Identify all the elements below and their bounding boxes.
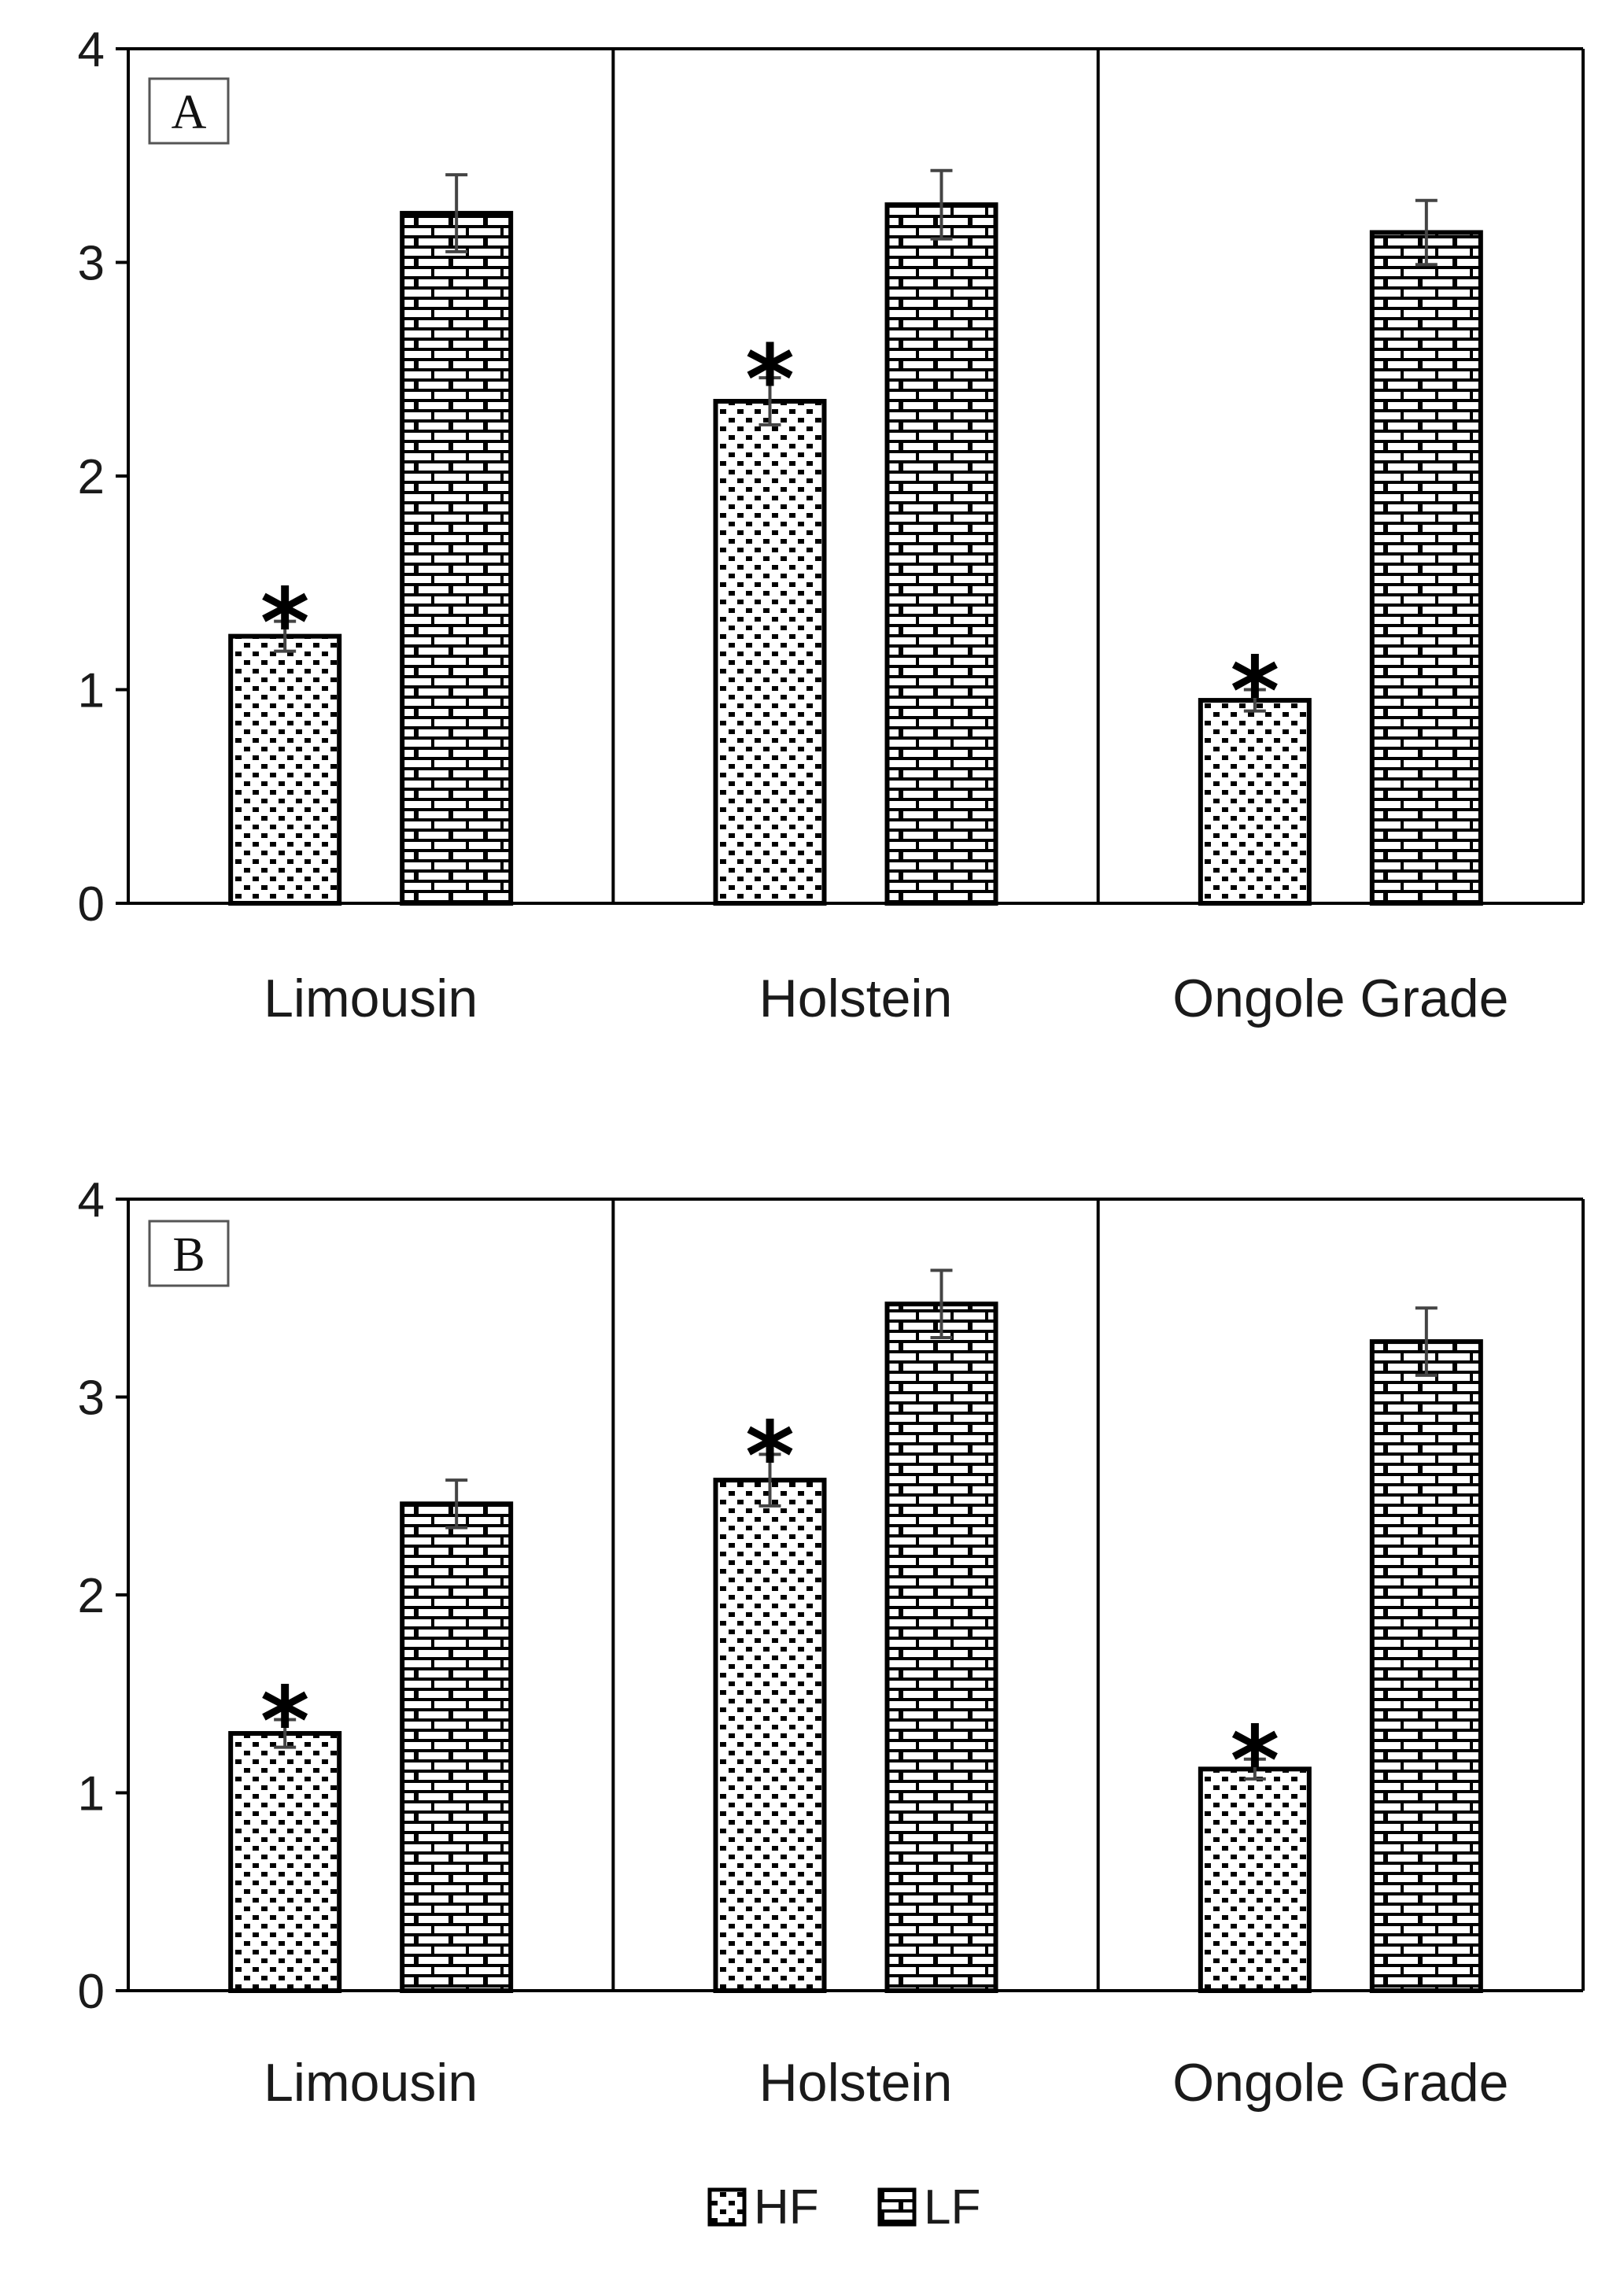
significance-asterisk: *: [745, 1402, 795, 1511]
bar-lf-limousin: [400, 211, 514, 906]
bar-hf-ongole-grade: [1198, 1766, 1312, 1994]
bar-lf-limousin: [400, 1501, 514, 1994]
significance-asterisk: *: [260, 1667, 310, 1777]
y-tick-label: 3: [78, 237, 105, 291]
legend-swatch-hf: [707, 2187, 747, 2227]
bar-lf-ongole-grade: [1369, 1339, 1483, 1993]
y-tick-label: 1: [78, 1767, 105, 1822]
y-tick-label: 2: [78, 1569, 105, 1623]
panel-label: A: [172, 86, 207, 139]
y-tick-label: 0: [78, 877, 105, 932]
legend-label-hf: HF: [754, 2180, 819, 2235]
significance-asterisk: *: [1230, 638, 1279, 747]
panel-label-box: [148, 77, 230, 145]
chart-panel-a: 0 1 2 3 4 A * Limousin * Holstein * Ongole Grade: [78, 23, 1585, 1028]
bar-hf-ongole-grade: [1198, 698, 1312, 906]
bar-lf-ongole-grade: [1369, 230, 1483, 906]
category-label-b: Holstein: [759, 2053, 953, 2113]
category-label-a: Limousin: [264, 969, 478, 1028]
significance-asterisk: *: [745, 326, 795, 435]
category-label-b: Ongole Grade: [1172, 2053, 1508, 2113]
significance-asterisk: *: [1230, 1707, 1279, 1817]
chart-panel-b: 0 1 2 3 4 B * Limousin * Holstein * Ongole Grade: [78, 1173, 1585, 2113]
y-tick-label: 4: [78, 1173, 105, 1227]
legend-label-lf: LF: [924, 2180, 980, 2235]
bar-hf-limousin: [228, 633, 342, 906]
panel-label: B: [172, 1228, 205, 1282]
legend: HF LF: [707, 2180, 980, 2235]
significance-asterisk: *: [260, 570, 310, 679]
category-label-a: Holstein: [759, 969, 953, 1028]
y-tick-label: 2: [78, 450, 105, 504]
y-tick-label: 4: [78, 23, 105, 77]
bar-lf-holstein: [884, 1301, 998, 1994]
bar-lf-holstein: [884, 202, 998, 906]
y-tick-label: 1: [78, 664, 105, 718]
y-tick-label: 3: [78, 1371, 105, 1426]
category-label-a: Ongole Grade: [1172, 969, 1508, 1028]
legend-swatch-lf: [877, 2187, 917, 2227]
panel-label-box: [148, 1220, 230, 1287]
category-label-b: Limousin: [264, 2053, 478, 2113]
bar-hf-holstein: [713, 398, 827, 906]
bar-hf-holstein: [713, 1478, 827, 1993]
y-tick-label: 0: [78, 1965, 105, 2019]
